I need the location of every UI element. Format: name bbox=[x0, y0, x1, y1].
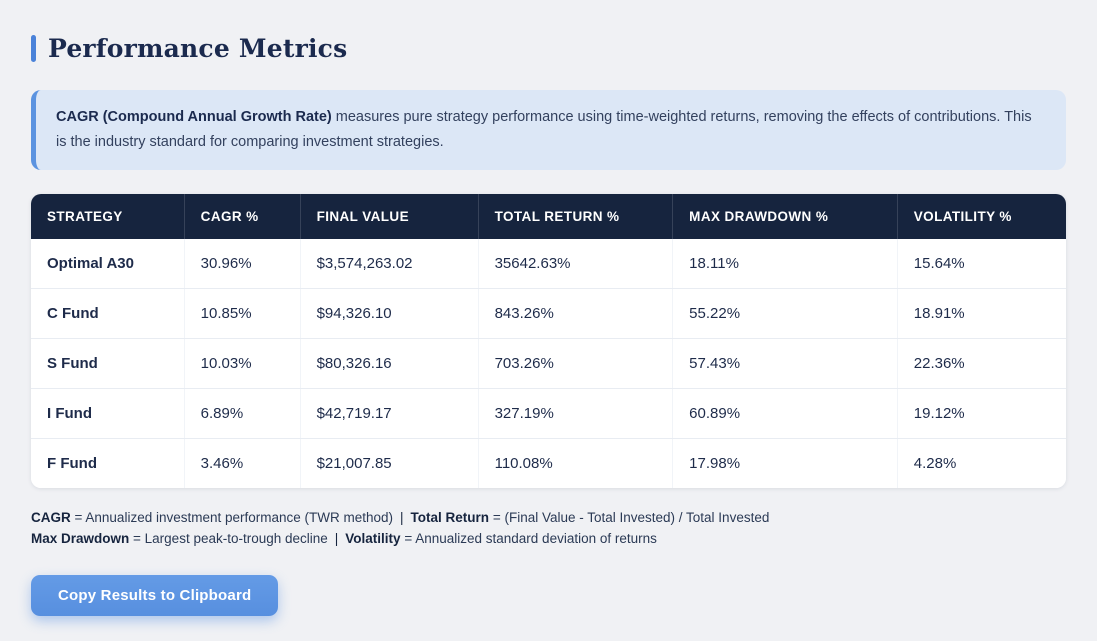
page-title: Performance Metrics bbox=[48, 34, 348, 63]
strategy-cell: I Fund bbox=[31, 388, 185, 440]
max-drawdown-cell: 60.89% bbox=[672, 388, 898, 440]
volatility-cell: 19.12% bbox=[897, 388, 1066, 440]
footnote-def-max-drawdown: = Largest peak-to-trough decline bbox=[133, 531, 328, 547]
metrics-table-card: STRATEGY CAGR % FINAL VALUE TOTAL RETURN… bbox=[31, 194, 1066, 489]
footnote-line-2: Max Drawdown = Largest peak-to-trough de… bbox=[31, 529, 1066, 550]
volatility-cell: 4.28% bbox=[897, 438, 1066, 489]
copy-results-button[interactable]: Copy Results to Clipboard bbox=[31, 575, 279, 617]
final-value-cell: $80,326.16 bbox=[300, 338, 479, 390]
strategy-cell: Optimal A30 bbox=[31, 239, 185, 290]
total-return-cell: 327.19% bbox=[478, 388, 674, 440]
total-return-cell: 110.08% bbox=[478, 438, 674, 489]
table-header-row: STRATEGY CAGR % FINAL VALUE TOTAL RETURN… bbox=[31, 194, 1066, 240]
total-return-cell: 843.26% bbox=[478, 288, 674, 340]
total-return-cell: 35642.63% bbox=[478, 239, 674, 290]
footnote-def-volatility: = Annualized standard deviation of retur… bbox=[404, 531, 657, 547]
volatility-cell: 18.91% bbox=[897, 288, 1066, 340]
footnote-term-total-return: Total Return bbox=[410, 510, 490, 526]
table-row: Optimal A30 30.96% $3,574,263.02 35642.6… bbox=[31, 239, 1066, 290]
volatility-cell: 15.64% bbox=[897, 239, 1066, 290]
cagr-cell: 6.89% bbox=[184, 388, 301, 440]
table-row: I Fund 6.89% $42,719.17 327.19% 60.89% 1… bbox=[31, 388, 1066, 440]
footnote-term-cagr: CAGR bbox=[31, 510, 71, 526]
info-box-description: measures pure strategy performance using… bbox=[56, 109, 1032, 150]
title-accent-bar bbox=[31, 35, 36, 62]
final-value-cell: $3,574,263.02 bbox=[300, 239, 479, 290]
cagr-info-box: CAGR (Compound Annual Growth Rate) measu… bbox=[31, 90, 1066, 171]
max-drawdown-cell: 55.22% bbox=[672, 288, 898, 340]
final-value-cell: $42,719.17 bbox=[300, 388, 479, 440]
column-header-volatility: VOLATILITY % bbox=[897, 194, 1066, 240]
column-header-final-value: FINAL VALUE bbox=[300, 194, 479, 240]
table-row: C Fund 10.85% $94,326.10 843.26% 55.22% … bbox=[31, 288, 1066, 340]
cagr-cell: 10.85% bbox=[184, 288, 301, 340]
strategy-cell: F Fund bbox=[31, 438, 185, 489]
column-header-cagr: CAGR % bbox=[184, 194, 301, 240]
footnote-def-total-return: = (Final Value - Total Invested) / Total… bbox=[492, 510, 770, 526]
footnote-separator: | bbox=[334, 531, 339, 547]
info-box-term: CAGR (Compound Annual Growth Rate) bbox=[56, 109, 332, 125]
strategy-cell: C Fund bbox=[31, 288, 185, 340]
footnote-line-1: CAGR = Annualized investment performance… bbox=[31, 508, 1066, 529]
cagr-cell: 3.46% bbox=[184, 438, 301, 489]
max-drawdown-cell: 17.98% bbox=[672, 438, 898, 489]
metric-definitions: CAGR = Annualized investment performance… bbox=[31, 508, 1066, 550]
cagr-cell: 10.03% bbox=[184, 338, 301, 390]
column-header-max-drawdown: MAX DRAWDOWN % bbox=[672, 194, 898, 240]
max-drawdown-cell: 57.43% bbox=[672, 338, 898, 390]
column-header-strategy: STRATEGY bbox=[31, 194, 185, 240]
footnote-term-volatility: Volatility bbox=[345, 531, 401, 547]
footnote-separator: | bbox=[400, 510, 404, 526]
column-header-total-return: TOTAL RETURN % bbox=[478, 194, 674, 240]
strategy-cell: S Fund bbox=[31, 338, 185, 390]
footnote-def-cagr: = Annualized investment performance (TWR… bbox=[74, 510, 394, 526]
total-return-cell: 703.26% bbox=[478, 338, 674, 390]
table-row: F Fund 3.46% $21,007.85 110.08% 17.98% 4… bbox=[31, 438, 1066, 489]
page-header: Performance Metrics bbox=[31, 34, 1066, 63]
max-drawdown-cell: 18.11% bbox=[672, 239, 898, 290]
final-value-cell: $94,326.10 bbox=[300, 288, 479, 340]
final-value-cell: $21,007.85 bbox=[300, 438, 479, 489]
cagr-cell: 30.96% bbox=[184, 239, 301, 290]
metrics-table: STRATEGY CAGR % FINAL VALUE TOTAL RETURN… bbox=[31, 194, 1066, 489]
table-row: S Fund 10.03% $80,326.16 703.26% 57.43% … bbox=[31, 338, 1066, 390]
footnote-term-max-drawdown: Max Drawdown bbox=[31, 531, 130, 547]
volatility-cell: 22.36% bbox=[897, 338, 1066, 390]
